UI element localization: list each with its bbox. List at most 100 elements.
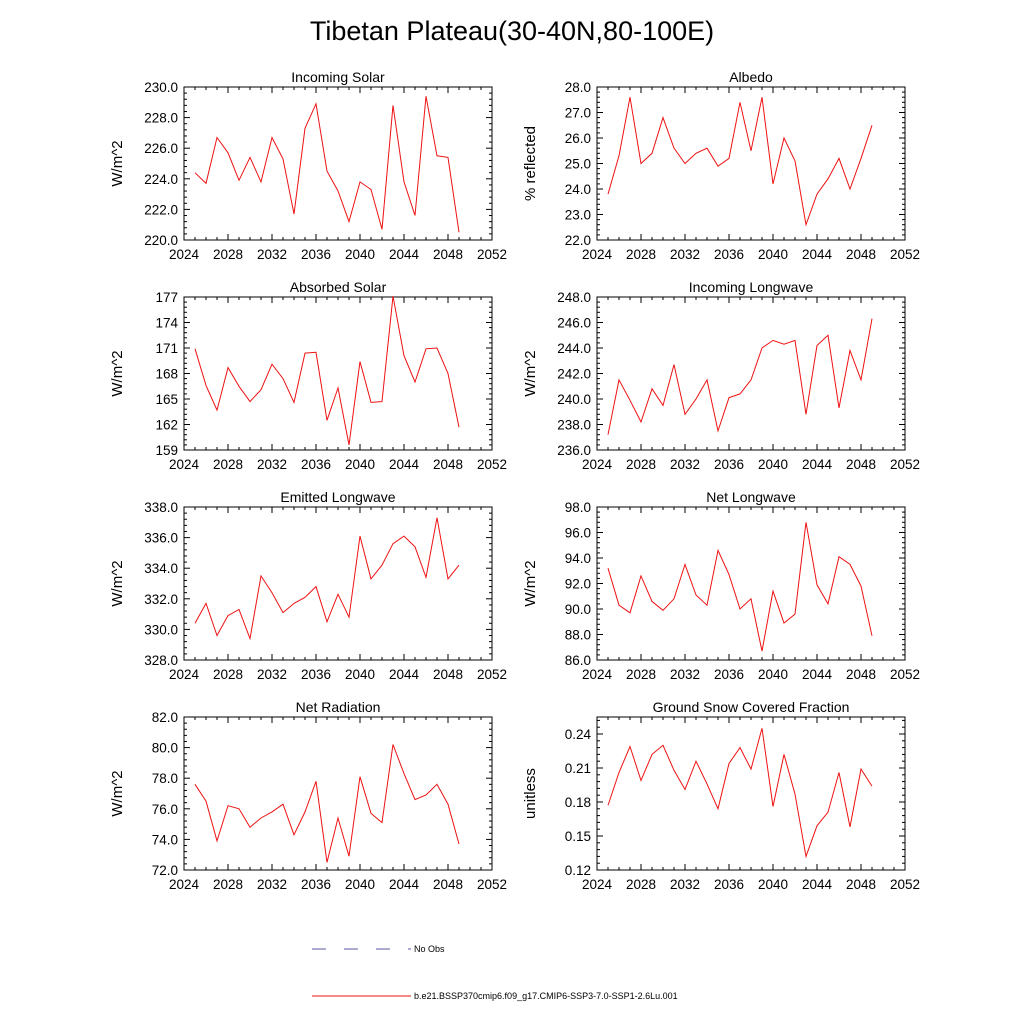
y-tick-label: 92.0 [565, 577, 591, 592]
x-tick-label: 2048 [846, 247, 876, 262]
y-tick-label: 90.0 [565, 602, 591, 617]
y-tick-label: 24.0 [565, 182, 591, 197]
panel-title: Net Radiation [296, 699, 381, 715]
x-tick-label: 2036 [301, 247, 331, 262]
y-tick-label: 236.0 [557, 443, 591, 458]
x-tick-label: 2024 [169, 457, 200, 472]
x-tick-label: 2028 [626, 667, 656, 682]
series-line [607, 97, 873, 227]
plot-frame [183, 86, 493, 241]
x-tick-label: 2032 [257, 247, 287, 262]
x-tick-label: 2044 [802, 667, 833, 682]
x-tick-label: 2044 [389, 667, 420, 682]
plot-frame [183, 296, 493, 451]
y-tick-label: 336.0 [144, 531, 178, 546]
y-tick-label: 228.0 [144, 111, 178, 126]
y-tick-label: 224.0 [144, 172, 178, 187]
y-tick-label: 0.18 [565, 795, 591, 810]
panel-incoming-solar: Incoming Solar W/m^2 2024 2028 2032 2036 2040 2… [109, 69, 507, 262]
y-tick-label: 162 [155, 418, 178, 433]
x-tick-label: 2044 [389, 877, 420, 892]
x-tick-label: 2024 [582, 247, 613, 262]
x-tick-label: 2048 [433, 247, 463, 262]
x-tick-label: 2036 [714, 667, 744, 682]
x-tick-label: 2052 [477, 457, 507, 472]
x-tick-label: 2040 [345, 667, 375, 682]
x-tick-label: 2044 [802, 877, 833, 892]
x-tick-label: 2024 [582, 667, 613, 682]
y-tick-label: 94.0 [565, 551, 591, 566]
x-tick-label: 2028 [626, 877, 656, 892]
series-line [607, 318, 873, 435]
x-tick-label: 2036 [301, 667, 331, 682]
x-tick-label: 2052 [890, 247, 920, 262]
x-tick-label: 2048 [433, 667, 463, 682]
y-axis-label: W/m^2 [522, 560, 539, 606]
y-tick-label: 174 [155, 316, 178, 331]
y-tick-label: 332.0 [144, 592, 178, 607]
x-tick-label: 2048 [846, 877, 876, 892]
y-axis-label: W/m^2 [109, 350, 126, 396]
x-tick-label: 2032 [670, 247, 700, 262]
series-line [194, 517, 460, 641]
x-tick-label: 2032 [257, 457, 287, 472]
x-tick-label: 2048 [433, 877, 463, 892]
panel-title: Emitted Longwave [280, 489, 395, 505]
y-tick-label: 171 [155, 341, 178, 356]
x-tick-label: 2048 [433, 457, 463, 472]
y-tick-label: 74.0 [152, 832, 178, 847]
legend-label-model: b.e21.BSSP370cmip6.f09_g17.CMIP6-SSP3-7.… [414, 991, 678, 1001]
y-tick-label: 244.0 [557, 341, 591, 356]
x-tick-label: 2052 [890, 877, 920, 892]
x-tick-label: 2040 [758, 457, 788, 472]
y-tick-label: 22.0 [565, 233, 591, 248]
plot-frame [183, 506, 493, 661]
x-tick-label: 2024 [169, 877, 200, 892]
plot-frame [596, 716, 906, 871]
x-tick-label: 2036 [714, 457, 744, 472]
y-tick-label: 177 [155, 290, 178, 305]
x-tick-label: 2028 [213, 457, 243, 472]
x-tick-label: 2032 [670, 667, 700, 682]
y-axis-label: unitless [522, 768, 539, 819]
x-tick-label: 2036 [301, 457, 331, 472]
y-tick-label: 78.0 [152, 771, 178, 786]
x-tick-label: 2040 [345, 877, 375, 892]
plot-frame [596, 506, 906, 661]
y-tick-label: 165 [155, 392, 178, 407]
y-tick-label: 80.0 [152, 741, 178, 756]
y-tick-label: 0.15 [565, 829, 591, 844]
y-axis-label: W/m^2 [109, 560, 126, 606]
x-tick-label: 2040 [345, 247, 375, 262]
x-tick-label: 2052 [477, 667, 507, 682]
x-tick-label: 2024 [582, 877, 613, 892]
x-tick-label: 2040 [345, 457, 375, 472]
y-tick-label: 220.0 [144, 233, 178, 248]
x-tick-label: 2044 [802, 457, 833, 472]
y-tick-label: 222.0 [144, 202, 178, 217]
series-line [194, 296, 460, 445]
x-tick-label: 2028 [626, 457, 656, 472]
panel-albedo: Albedo % reflected 2024 2028 2032 2036 2040 204… [522, 69, 920, 262]
y-tick-label: 328.0 [144, 653, 178, 668]
panel-emitted-longwave: Emitted Longwave W/m^2 2024 2028 2032 2036 204… [109, 489, 507, 682]
x-tick-label: 2044 [389, 247, 420, 262]
panel-incoming-longwave: Incoming Longwave W/m^2 2024 2028 2032 2036 20… [522, 279, 920, 472]
y-tick-label: 334.0 [144, 561, 178, 576]
x-tick-label: 2040 [758, 247, 788, 262]
y-tick-label: 0.21 [565, 761, 591, 776]
y-tick-label: 238.0 [557, 418, 591, 433]
panel-ground-snow-covered-fraction: Ground Snow Covered Fraction unitless 2024… [522, 699, 920, 892]
panel-title: Absorbed Solar [290, 279, 387, 295]
y-tick-label: 86.0 [565, 653, 591, 668]
x-tick-label: 2052 [477, 247, 507, 262]
series-line [194, 96, 460, 233]
y-tick-label: 82.0 [152, 710, 178, 725]
y-tick-label: 0.24 [565, 727, 592, 742]
x-tick-label: 2052 [890, 667, 920, 682]
x-tick-label: 2036 [301, 877, 331, 892]
x-tick-label: 2032 [670, 877, 700, 892]
y-tick-label: 0.12 [565, 863, 591, 878]
panel-title: Incoming Longwave [689, 279, 814, 295]
